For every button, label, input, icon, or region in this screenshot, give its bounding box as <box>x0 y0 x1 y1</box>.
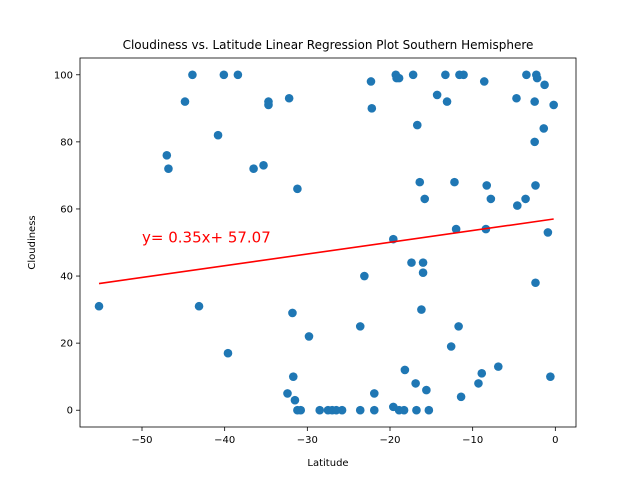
data-point <box>164 164 173 173</box>
data-point <box>284 93 294 103</box>
data-point <box>493 362 503 371</box>
data-point <box>249 164 258 173</box>
data-point <box>194 301 204 311</box>
data-point <box>482 181 492 190</box>
data-point <box>415 177 425 187</box>
data-point <box>450 177 459 187</box>
data-point <box>442 97 452 106</box>
data-point <box>180 97 190 106</box>
data-point <box>290 395 300 405</box>
data-point <box>369 389 379 398</box>
data-point <box>531 181 540 190</box>
plot-area-frame <box>79 57 577 428</box>
x-tick-label: 0 <box>552 435 558 446</box>
data-point <box>162 150 172 160</box>
y-tick-label: 100 <box>54 70 73 81</box>
data-point <box>446 342 456 351</box>
x-tick-label: −10 <box>462 435 483 446</box>
x-tick-label: −30 <box>297 435 318 446</box>
y-axis-label: Cloudiness <box>27 215 38 269</box>
data-point <box>432 90 442 100</box>
data-point <box>355 322 365 331</box>
y-tick-label: 0 <box>67 406 73 417</box>
data-point <box>512 93 521 103</box>
x-axis-ticks: −50 −40 −30 −20 −10 0 <box>131 427 559 446</box>
y-tick-label: 20 <box>60 339 73 350</box>
data-point <box>315 405 325 415</box>
data-point <box>366 77 376 86</box>
data-point <box>94 301 104 311</box>
data-point <box>418 268 428 277</box>
data-point <box>479 77 489 86</box>
data-point <box>188 70 197 80</box>
data-point <box>418 258 428 267</box>
data-point <box>213 130 223 140</box>
data-point <box>369 405 379 415</box>
data-point <box>454 322 463 331</box>
data-point <box>283 389 292 398</box>
regression-layer: y= 0.35x+ 57.07 <box>98 218 554 285</box>
data-point <box>304 332 314 341</box>
data-point <box>441 70 450 80</box>
data-point <box>367 104 377 113</box>
data-point <box>411 379 420 388</box>
data-point <box>355 405 365 415</box>
data-point <box>530 97 539 106</box>
regression-line <box>98 218 554 285</box>
data-point <box>417 305 426 314</box>
data-point <box>513 201 522 210</box>
x-axis-label: Latitude <box>307 458 348 469</box>
data-point <box>486 194 496 204</box>
data-point <box>549 100 558 110</box>
data-point <box>459 70 468 80</box>
data-point <box>360 271 369 281</box>
y-tick-label: 80 <box>60 137 73 148</box>
data-point <box>288 308 297 318</box>
data-point <box>522 70 531 80</box>
data-point <box>412 405 421 415</box>
data-point <box>223 348 233 358</box>
data-point <box>233 70 243 80</box>
data-point <box>296 405 306 415</box>
data-point <box>259 161 268 170</box>
data-point <box>400 365 410 375</box>
data-point <box>407 258 416 267</box>
data-point <box>456 392 466 402</box>
x-tick-label: −50 <box>131 435 152 446</box>
y-axis-ticks: 0 20 40 60 80 100 <box>54 70 80 417</box>
data-point <box>531 278 540 288</box>
data-point <box>451 224 461 234</box>
data-point <box>521 194 530 204</box>
data-point <box>540 80 549 90</box>
data-point <box>420 194 430 204</box>
chart-title: Cloudiness vs. Latitude Linear Regressio… <box>123 38 534 52</box>
data-point <box>288 372 298 381</box>
data-point <box>422 385 431 395</box>
data-point <box>546 372 555 381</box>
regression-equation: y= 0.35x+ 57.07 <box>142 229 271 247</box>
data-point <box>543 228 553 237</box>
data-point <box>412 120 422 130</box>
data-point <box>337 405 347 415</box>
data-point <box>424 405 434 415</box>
x-tick-label: −20 <box>379 435 400 446</box>
data-point <box>539 124 549 133</box>
x-tick-label: −40 <box>214 435 235 446</box>
data-points <box>94 70 558 415</box>
data-point <box>408 70 418 80</box>
data-point <box>474 379 483 388</box>
data-point <box>477 369 487 378</box>
data-point <box>399 405 409 415</box>
data-point <box>394 73 404 83</box>
data-point <box>293 184 302 194</box>
y-tick-label: 60 <box>60 204 73 215</box>
data-point <box>219 70 229 80</box>
data-point <box>532 73 542 83</box>
data-point <box>264 100 273 110</box>
y-tick-label: 40 <box>60 272 73 283</box>
data-point <box>530 137 539 147</box>
